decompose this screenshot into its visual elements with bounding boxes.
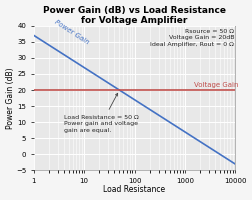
X-axis label: Load Resistance: Load Resistance <box>104 185 166 194</box>
Text: Power Gain: Power Gain <box>54 18 90 45</box>
Text: Rsource = 50 Ω
Voltage Gain = 20dB
Ideal Amplifier, Rout = 0 Ω: Rsource = 50 Ω Voltage Gain = 20dB Ideal… <box>150 29 234 47</box>
Title: Power Gain (dB) vs Load Resistance
for Voltage Amplifier: Power Gain (dB) vs Load Resistance for V… <box>43 6 226 25</box>
Text: Load Resistance = 50 Ω
Power gain and voltage
gain are equal.: Load Resistance = 50 Ω Power gain and vo… <box>64 93 139 133</box>
Y-axis label: Power Gain (dB): Power Gain (dB) <box>6 67 15 129</box>
Text: Voltage Gain: Voltage Gain <box>194 82 238 88</box>
